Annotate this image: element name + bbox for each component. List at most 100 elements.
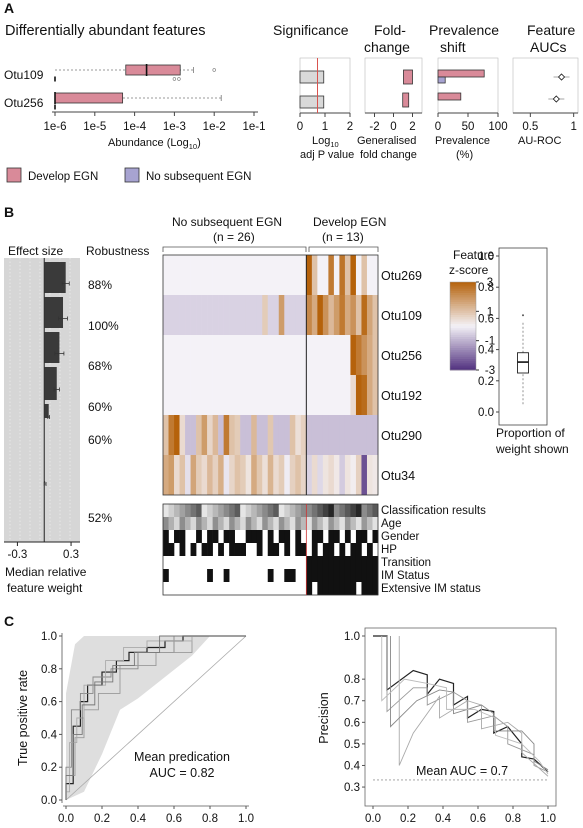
heatmap-cell — [317, 335, 324, 375]
heatmap-cell — [251, 455, 258, 495]
metadata-age-cell — [284, 517, 291, 530]
metadata-classification-cell — [234, 504, 241, 517]
heatmap-cell — [201, 255, 208, 295]
robustness-label: 88% — [88, 278, 112, 292]
heatmap-cell — [245, 415, 252, 455]
metadata-binary-cell — [295, 543, 302, 556]
colorbar-segment — [450, 356, 476, 360]
metadata-binary-cell — [317, 569, 324, 582]
pr-x-tick-label: 0.2 — [400, 813, 416, 825]
robustness-label: 60% — [88, 433, 112, 447]
metadata-binary-cell — [344, 556, 351, 569]
metadata-binary-cell — [317, 582, 324, 595]
heatmap-cell — [251, 295, 258, 335]
heatmap-cell — [284, 375, 291, 415]
heatmap-cell — [256, 335, 263, 375]
legend-label-develop: Develop EGN — [28, 171, 98, 183]
metadata-binary-cell — [163, 569, 169, 582]
metadata-age-cell — [212, 517, 219, 530]
abundance-outlier — [212, 68, 216, 72]
foldchange-plot: Generalised fold change -2 0 2 — [357, 57, 423, 161]
heatmap-cell — [366, 255, 373, 295]
significance-tick-label: 2 — [347, 121, 353, 133]
zscore-colorbar: 3 1 -1 -3 — [449, 277, 495, 377]
heatmap-cell — [163, 335, 169, 375]
heatmap-cell — [240, 455, 246, 495]
heatmap-cell — [267, 375, 274, 415]
heatmap-cell — [317, 415, 324, 455]
heatmap-cell — [256, 415, 263, 455]
heatmap-row-label: Otu256 — [381, 349, 422, 363]
heatmap-cell — [229, 415, 235, 455]
foldchange-xlabel-line2: fold change — [360, 149, 417, 161]
heatmap-cell — [300, 375, 307, 415]
colorbar-segment — [450, 319, 476, 322]
heatmap-cell — [306, 375, 313, 415]
heatmap-cell — [207, 415, 213, 455]
heatmap-cell — [174, 455, 180, 495]
pr-x-tick-label: 1.0 — [540, 813, 556, 825]
prevalence-title-line2: shift — [440, 39, 466, 55]
roc-y-tick-label: 0.4 — [41, 729, 58, 741]
heatmap-cell — [278, 295, 285, 335]
significance-xlabel-line1: Log10 — [312, 135, 339, 149]
heatmap-cell — [163, 415, 169, 455]
colorbar-segment — [450, 352, 476, 355]
heatmap-cell — [174, 255, 180, 295]
heatmap-cell — [355, 335, 362, 375]
heatmap-cell — [190, 335, 197, 375]
metadata-age-cell — [240, 517, 246, 530]
pr-x-tick-label: 0.0 — [365, 813, 381, 825]
metadata-binary-cell — [322, 582, 329, 595]
colorbar-segment — [450, 317, 476, 320]
metadata-label: HP — [381, 544, 397, 556]
heatmap-cell — [361, 255, 368, 295]
heatmap-cell — [306, 255, 313, 295]
heatmap-cell — [179, 295, 186, 335]
heatmap-cell — [339, 375, 346, 415]
weight-xlabel-line1: Proportion of — [496, 426, 565, 440]
heatmap-cell — [212, 375, 219, 415]
heatmap-cell — [306, 415, 313, 455]
auc-xlabel: AU-ROC — [518, 135, 561, 147]
effect-size-plot: -0.3 0.3 — [4, 258, 80, 561]
heatmap-cell — [278, 375, 285, 415]
metadata-frame — [162, 503, 379, 596]
colorbar-tick-label: -3 — [485, 365, 495, 377]
abundance-box — [54, 92, 124, 104]
metadata-age-cell — [339, 517, 346, 530]
heatmap-cell — [190, 255, 197, 295]
metadata-age-cell — [311, 517, 318, 530]
metadata-age-cell — [344, 517, 351, 530]
heatmap-cell — [223, 415, 230, 455]
metadata-age-cell — [322, 517, 329, 530]
metadata-age-cell — [256, 517, 263, 530]
heatmap-cell — [366, 295, 373, 335]
group-no-subsequent-title: No subsequent EGN — [172, 215, 282, 229]
metadata-binary-cell — [350, 569, 357, 582]
metadata-binary-cell — [339, 556, 346, 569]
heatmap-cell — [240, 335, 246, 375]
colorbar-segment — [450, 310, 476, 314]
metadata-classification-cell — [196, 504, 202, 517]
weight-outlier — [522, 314, 524, 317]
metadata-binary-cell — [366, 569, 373, 582]
heatmap-cell — [196, 415, 202, 455]
metadata-binary-cell — [311, 543, 318, 556]
heatmap-cell — [168, 415, 175, 455]
heatmap-cell — [267, 415, 274, 455]
heatmap-cell — [218, 295, 224, 335]
heatmap-cell — [300, 455, 307, 495]
pr-x-tick-label: 0.4 — [435, 813, 452, 825]
metadata-age-cell — [300, 517, 307, 530]
heatmap-cell — [355, 415, 362, 455]
otu-label-109: Otu109 — [4, 68, 44, 82]
heatmap-cell — [234, 335, 241, 375]
heatmap-cell — [245, 295, 252, 335]
heatmap-cell — [256, 295, 263, 335]
roc-y-tick-label: 0.8 — [41, 664, 57, 676]
heatmap-cell — [251, 415, 258, 455]
metadata-binary-cell — [361, 569, 368, 582]
metadata-classification-cell — [174, 504, 180, 517]
heatmap-cell — [196, 295, 202, 335]
